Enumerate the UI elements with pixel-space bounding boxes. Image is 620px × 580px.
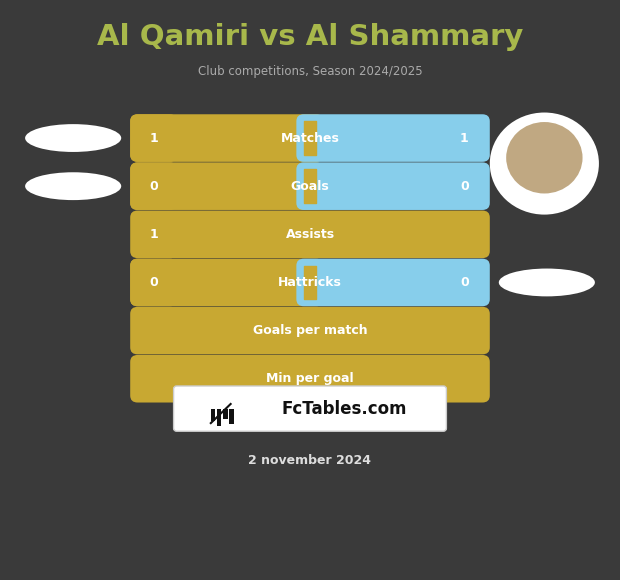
- Text: 1: 1: [460, 132, 469, 144]
- FancyBboxPatch shape: [130, 162, 177, 210]
- FancyBboxPatch shape: [211, 408, 215, 421]
- Text: Min per goal: Min per goal: [266, 372, 354, 385]
- FancyBboxPatch shape: [130, 114, 177, 162]
- FancyBboxPatch shape: [296, 114, 490, 162]
- FancyBboxPatch shape: [217, 408, 221, 426]
- Text: Al Qamiri vs Al Shammary: Al Qamiri vs Al Shammary: [97, 23, 523, 51]
- FancyBboxPatch shape: [130, 162, 324, 210]
- Ellipse shape: [25, 172, 121, 200]
- Text: 1: 1: [149, 228, 158, 241]
- Text: Club competitions, Season 2024/2025: Club competitions, Season 2024/2025: [198, 66, 422, 78]
- Text: 2 november 2024: 2 november 2024: [249, 454, 371, 467]
- FancyBboxPatch shape: [130, 211, 490, 258]
- FancyBboxPatch shape: [130, 114, 324, 162]
- Text: 0: 0: [149, 180, 158, 193]
- FancyBboxPatch shape: [223, 408, 228, 419]
- Text: Matches: Matches: [281, 132, 339, 144]
- Text: Hattricks: Hattricks: [278, 276, 342, 289]
- Text: 1: 1: [149, 132, 158, 144]
- Circle shape: [506, 122, 583, 194]
- Text: Assists: Assists: [285, 228, 335, 241]
- FancyBboxPatch shape: [130, 259, 324, 306]
- FancyBboxPatch shape: [296, 162, 490, 210]
- FancyBboxPatch shape: [130, 307, 490, 354]
- Text: 0: 0: [460, 276, 469, 289]
- Text: Goals per match: Goals per match: [253, 324, 367, 337]
- FancyBboxPatch shape: [130, 259, 177, 306]
- Circle shape: [490, 113, 599, 215]
- Ellipse shape: [25, 124, 121, 152]
- Text: FcTables.com: FcTables.com: [281, 400, 407, 418]
- FancyBboxPatch shape: [174, 386, 446, 432]
- Text: 0: 0: [460, 180, 469, 193]
- FancyBboxPatch shape: [229, 408, 234, 423]
- FancyBboxPatch shape: [130, 355, 490, 403]
- Text: Goals: Goals: [291, 180, 329, 193]
- Text: 0: 0: [149, 276, 158, 289]
- Ellipse shape: [498, 269, 595, 296]
- FancyBboxPatch shape: [296, 259, 490, 306]
